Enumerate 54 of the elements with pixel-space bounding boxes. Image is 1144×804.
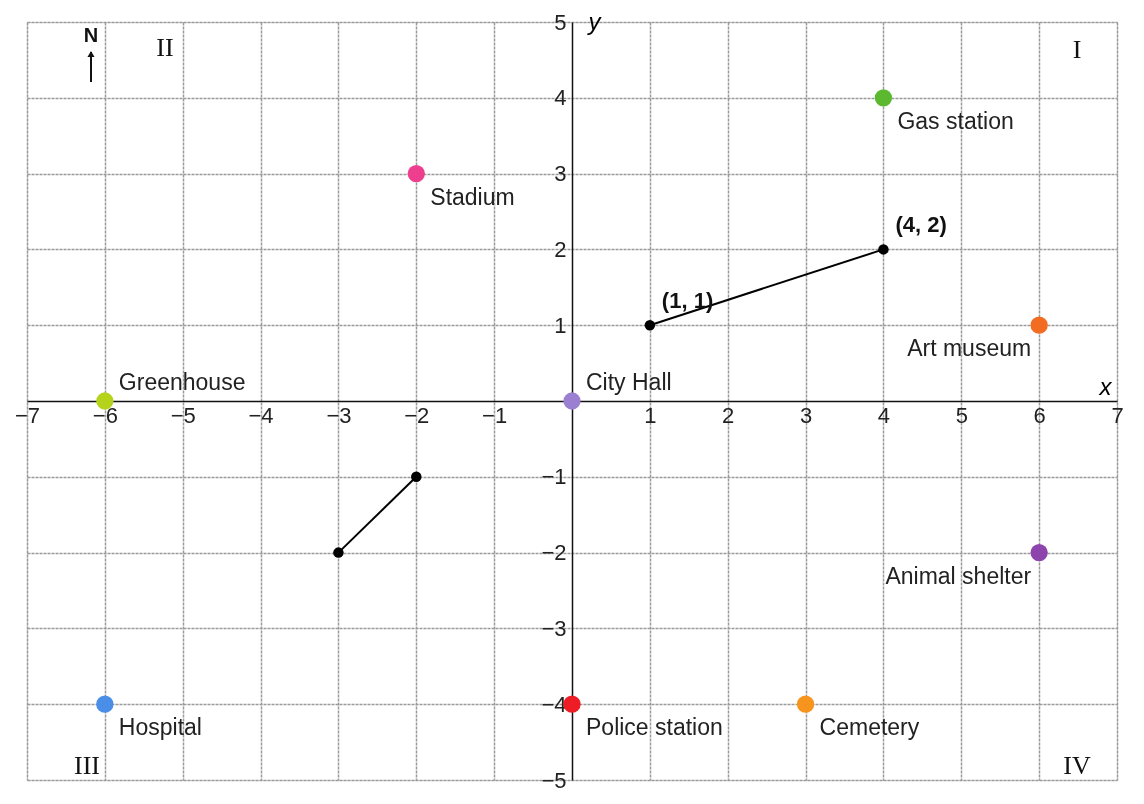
- series-label: Greenhouse: [118, 369, 246, 395]
- point: [874, 89, 893, 107]
- x-tick-label: 1: [644, 402, 657, 428]
- y-tick-label: −5: [541, 767, 567, 793]
- annotation: N: [83, 24, 99, 46]
- y-tick-label: 5: [554, 9, 567, 35]
- series-label: Gas station: [897, 107, 1014, 134]
- annotation: III: [74, 751, 100, 780]
- x-tick-label: −4: [248, 402, 274, 428]
- point: [644, 319, 656, 331]
- point: [407, 164, 425, 183]
- series-label: Hospital: [118, 714, 202, 741]
- annotation: II: [156, 33, 174, 62]
- series-label: Police station: [586, 714, 723, 741]
- point: [411, 471, 422, 483]
- series-label: Stadium: [430, 183, 515, 210]
- y-tick-label: −2: [541, 540, 567, 566]
- point: [1030, 543, 1048, 562]
- y-axis-title: y: [586, 7, 603, 35]
- y-tick-label: −1: [541, 464, 567, 490]
- y-tick-label: 4: [554, 85, 567, 111]
- x-tick-label: 6: [1033, 402, 1046, 428]
- series-label: Art museum: [907, 335, 1032, 362]
- x-tick-label: −7: [14, 402, 41, 428]
- x-tick-label: −6: [92, 402, 118, 428]
- y-tick-label: −4: [541, 691, 567, 717]
- y-tick-label: 1: [554, 312, 567, 338]
- series-label: Cemetery: [819, 714, 920, 741]
- x-axis-title: x: [1098, 372, 1113, 400]
- series-label: City Hall: [586, 369, 672, 395]
- point: [333, 547, 344, 558]
- annotation: (4, 2): [895, 212, 947, 238]
- point: [878, 244, 889, 255]
- x-tick-label: 7: [1111, 402, 1124, 428]
- annotation: (1, 1): [661, 288, 714, 314]
- point: [796, 695, 815, 713]
- x-tick-label: −2: [404, 402, 430, 428]
- annotation: I: [1072, 35, 1082, 64]
- x-tick-label: 4: [877, 402, 891, 428]
- x-tick-label: −5: [170, 402, 196, 428]
- annotation: IV: [1063, 751, 1091, 780]
- point: [563, 392, 581, 410]
- x-tick-label: 3: [799, 402, 813, 428]
- x-tick-label: −3: [326, 402, 352, 428]
- y-tick-label: 2: [554, 236, 567, 262]
- x-tick-label: −1: [482, 402, 508, 428]
- series-label: Animal shelter: [885, 562, 1032, 589]
- y-tick-label: −3: [541, 615, 567, 641]
- y-tick-label: 3: [554, 161, 567, 187]
- point: [96, 695, 114, 713]
- x-tick-label: 2: [722, 402, 735, 428]
- x-tick-label: 5: [955, 402, 968, 428]
- point: [1030, 316, 1048, 334]
- point: [563, 695, 581, 713]
